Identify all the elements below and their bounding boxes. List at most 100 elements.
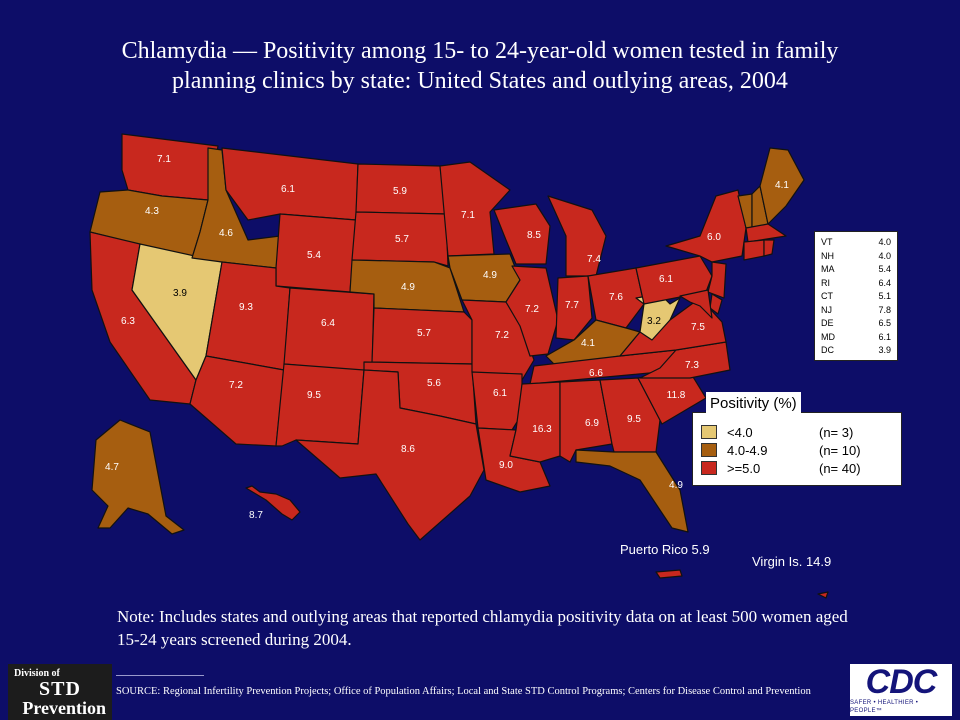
state-IN — [555, 275, 593, 341]
title-line-1: Chlamydia — Positivity among 15- to 24-y… — [121, 38, 839, 64]
label-MO: 7.2 — [495, 330, 509, 341]
inset-row: CT 5.1 — [821, 290, 891, 304]
label-SC: 11.8 — [667, 390, 686, 401]
state-MD — [679, 289, 713, 319]
legend-box: <4.0 (n= 3) 4.0-4.9 (n= 10) >=5.0 (n= 40… — [692, 412, 902, 486]
label-WV: 3.2 — [647, 316, 661, 327]
inset-state-value: 6.5 — [878, 318, 891, 328]
map-legend: Positivity (%) <4.0 (n= 3) 4.0-4.9 (n= 1… — [692, 392, 902, 486]
std-logo-line-1: Division of — [14, 668, 60, 679]
state-NJ — [707, 261, 727, 299]
inset-row: VT 4.0 — [821, 236, 891, 250]
source-divider — [116, 675, 204, 676]
label-OR: 4.3 — [145, 206, 159, 217]
inset-row: NH 4.0 — [821, 250, 891, 264]
label-AR: 6.1 — [493, 388, 507, 399]
label-OK: 5.6 — [427, 378, 441, 389]
state-VA — [619, 297, 727, 357]
label-IN: 7.7 — [565, 300, 579, 311]
legend-label: <4.0 — [727, 424, 753, 440]
map-title: Chlamydia — Positivity among 15- to 24-y… — [40, 36, 920, 96]
inset-state-value: 5.4 — [878, 264, 891, 274]
inset-row: MD 6.1 — [821, 331, 891, 345]
label-AK: 4.7 — [105, 462, 119, 473]
state-IL — [505, 265, 559, 357]
inset-state-value: 5.1 — [878, 291, 891, 301]
legend-item: >=5.0 (n= 40) — [701, 459, 893, 477]
legend-count: (n= 3) — [819, 424, 854, 440]
legend-count: (n= 10) — [819, 442, 861, 458]
legend-title: Positivity (%) — [706, 392, 801, 416]
state-DE — [709, 293, 723, 315]
cdc-logo-tagline: SAFER • HEALTHIER • PEOPLE™ — [850, 700, 919, 714]
state-AZ — [189, 355, 285, 447]
state-OH — [587, 267, 645, 329]
inset-row: RI 6.4 — [821, 277, 891, 291]
label-NE: 4.9 — [401, 282, 415, 293]
inset-state-value: 3.9 — [878, 345, 891, 355]
puerto-rico-label: Puerto Rico 5.9 — [620, 542, 710, 557]
state-HI — [245, 485, 301, 521]
label-WY: 5.4 — [307, 250, 321, 261]
label-AZ: 7.2 — [229, 380, 243, 391]
state-MA — [745, 223, 787, 243]
virgin-islands-label: Virgin Is. 14.9 — [752, 554, 832, 569]
label-IL: 7.2 — [525, 304, 539, 315]
inset-state-value: 7.8 — [878, 304, 891, 315]
state-CT — [743, 239, 765, 261]
virgin-islands-shape — [817, 591, 829, 599]
label-LA: 9.0 — [499, 460, 513, 471]
map-note: Note: Includes states and outlying areas… — [117, 607, 848, 649]
legend-label: 4.0-4.9 — [727, 442, 768, 458]
inset-state-code: DE — [821, 318, 834, 328]
state-WY — [275, 213, 357, 293]
label-NV: 3.9 — [173, 288, 187, 299]
state-WI — [493, 203, 551, 265]
inset-state-code: MA — [821, 264, 835, 274]
label-KY: 4.1 — [581, 338, 595, 349]
label-MI: 7.4 — [587, 254, 601, 265]
label-TN: 6.6 — [589, 368, 603, 379]
label-WI: 8.5 — [527, 230, 541, 241]
inset-row: DE 6.5 — [821, 317, 891, 331]
std-logo-line-2: STD — [39, 678, 81, 700]
label-KS: 5.7 — [417, 328, 431, 339]
label-ME: 4.1 — [775, 180, 789, 191]
label-WA: 7.1 — [157, 154, 171, 165]
small-states-inset: VT 4.0 NH 4.0 MA 5.4 RI 6.4 CT 5.1 NJ 7.8 DE 6.… — [814, 231, 898, 361]
label-TX: 8.6 — [401, 444, 415, 455]
label-FL: 4.9 — [669, 480, 683, 491]
label-ID: 4.6 — [219, 228, 233, 239]
std-prevention-logo: Division of STD Prevention — [8, 664, 112, 720]
inset-state-value: 6.1 — [878, 331, 891, 342]
label-GA: 9.5 — [627, 414, 641, 425]
inset-state-code: NH — [821, 250, 834, 261]
legend-swatch — [701, 425, 717, 439]
label-UT: 9.3 — [239, 302, 253, 313]
cdc-logo: CDC SAFER • HEALTHIER • PEOPLE™ — [850, 664, 952, 716]
label-PA: 6.1 — [659, 274, 673, 285]
inset-state-code: RI — [821, 277, 830, 288]
state-TX — [295, 369, 485, 541]
inset-state-code: NJ — [821, 304, 832, 315]
cdc-logo-mark: CDC — [865, 663, 938, 701]
inset-state-value: 4.0 — [878, 250, 891, 261]
puerto-rico-shape — [655, 569, 683, 579]
label-CO: 6.4 — [321, 318, 335, 329]
label-VA: 7.5 — [691, 322, 705, 333]
legend-item: 4.0-4.9 (n= 10) — [701, 441, 893, 459]
label-HI: 8.7 — [249, 510, 263, 521]
label-CA: 6.3 — [121, 316, 135, 327]
state-WA — [121, 133, 219, 201]
legend-item: <4.0 (n= 3) — [701, 423, 893, 441]
title-line-2: planning clinics by state: United States… — [172, 68, 788, 94]
inset-state-code: VT — [821, 237, 833, 247]
std-logo-line-3: Prevention — [22, 698, 106, 718]
inset-row: MA 5.4 — [821, 263, 891, 277]
label-MS: 16.3 — [532, 424, 552, 435]
state-FL — [575, 449, 689, 533]
state-NM — [275, 363, 365, 447]
inset-state-value: 4.0 — [878, 237, 891, 247]
source-text: SOURCE: Regional Infertility Prevention … — [116, 686, 811, 697]
legend-label: >=5.0 — [727, 460, 761, 476]
